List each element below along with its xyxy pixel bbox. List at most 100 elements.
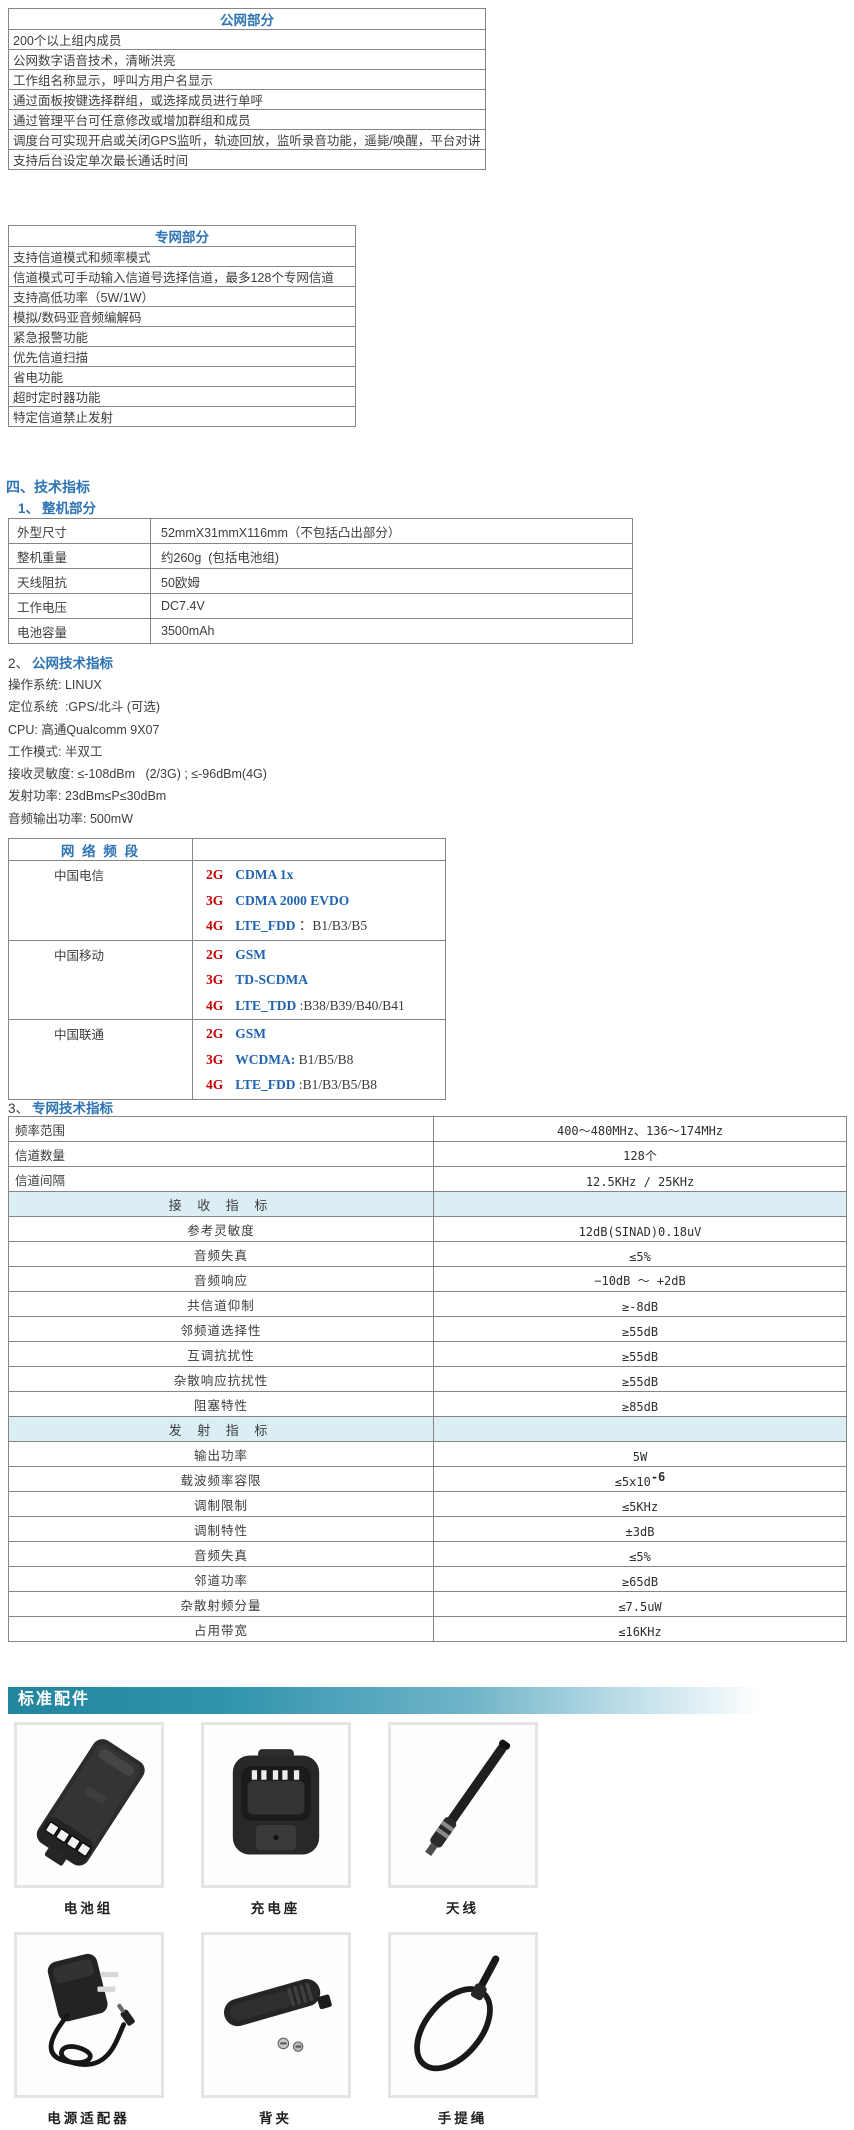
accessory-label: 电池组: [63, 1901, 114, 1916]
table-row: 超时定时器功能: [8, 386, 356, 407]
spec-value: ±3dB: [433, 1516, 847, 1542]
accessories-grid: 电池组 充电座: [0, 1722, 556, 2130]
feature-text: 工作组名称显示，呼叫方用户名显示: [8, 69, 486, 90]
spec-value: ≤16KHz: [433, 1616, 847, 1642]
spec-label: 占用带宽: [8, 1616, 434, 1642]
private-spec-table: 频率范围 400～480MHz、136～174MHz 信道数量 128个 信道间…: [8, 1116, 847, 1642]
spec-value: ≤5%: [433, 1541, 847, 1567]
accessory-charger: 充电座: [182, 1722, 369, 1916]
table-row: 通过管理平台可任意修改或增加群组和成员: [8, 109, 486, 130]
band-generation: 2G: [206, 1026, 224, 1041]
feature-text: 支持信道模式和频率模式: [8, 246, 356, 267]
spec-value: ≥55dB: [433, 1341, 847, 1367]
feature-text: 特定信道禁止发射: [8, 406, 356, 427]
feature-text: 模拟/数码亚音频编解码: [8, 306, 356, 327]
antenna-icon: [424, 1739, 510, 1856]
spec-value: ≤5KHz: [433, 1491, 847, 1517]
private-feature-rows: 支持信道模式和频率模式 信道模式可手动输入信道号选择信道，最多128个专网信道 …: [8, 246, 356, 427]
spec-value: ≥65dB: [433, 1566, 847, 1592]
spec-label: 邻频道选择性: [8, 1316, 434, 1342]
spec-value-text: 400～480MHz、136～174MHz: [556, 1124, 724, 1138]
public-feature-rows: 200个以上组内成员 公网数字语音技术，清晰洪亮 工作组名称显示，呼叫方用户名显…: [8, 29, 486, 170]
spec-value-text: ≤16KHz: [618, 1624, 662, 1639]
spec-label: 整机重量: [8, 543, 151, 569]
spec-row: 信道间隔 12.5KHz / 25KHz: [8, 1166, 847, 1192]
carrier-bands: 2G CDMA 1x 3G CDMA 2000 EVDO 4G LTE_FDD ：B1…: [192, 860, 446, 941]
accessory-card: [200, 1722, 351, 1888]
subheading-whole-unit: 1、 整机部分: [18, 497, 96, 517]
spec-value-text: ≤5%: [629, 1249, 651, 1264]
spec-label: 邻道功率: [8, 1566, 434, 1592]
feature-text: 超时定时器功能: [8, 386, 356, 407]
band-generation: 3G: [206, 892, 224, 908]
feature-text: 200个以上组内成员: [8, 29, 486, 50]
carrier-bands: 2G GSM 3G TD-SCDMA 4G LTE_TDD :B38/B39/B40/…: [192, 939, 446, 1020]
carrier-name: 中国联通: [8, 1019, 193, 1100]
band-technology: LTE_TDD: [235, 997, 297, 1013]
table-row: 电池容量 3500mAh: [8, 618, 633, 644]
battery-pack-icon: [36, 1739, 145, 1866]
spec-row: 互调抗扰性 ≥55dB: [8, 1341, 847, 1367]
feature-text: 支持高低功率（5W/1W）: [8, 286, 356, 307]
private-table-title: 专网部分: [8, 225, 356, 247]
spec-value: ≥55dB: [433, 1366, 847, 1392]
spec-value: ≤7.5uW: [433, 1591, 847, 1617]
spec-label: 共信道仰制: [8, 1291, 434, 1317]
subheading-title: 专网技术指标: [32, 1101, 114, 1116]
whole-unit-rows: 外型尺寸 52mmX31mmX116mm（不包括凸出部分） 整机重量 约260g…: [8, 518, 633, 644]
spec-value: 128个: [433, 1141, 847, 1167]
table-row: 天线阻抗 50欧姆: [8, 568, 633, 594]
spec-label: 频率范围: [8, 1116, 434, 1142]
table-row: 特定信道禁止发射: [8, 406, 356, 427]
spec-label: 调制特性: [8, 1516, 434, 1542]
spec-value-exponent: -6: [650, 1469, 666, 1484]
table-header-row: 专网部分: [8, 225, 356, 247]
table-row: 信道模式可手动输入信道号选择信道，最多128个专网信道: [8, 266, 356, 287]
band-technology: WCDMA:: [235, 1051, 296, 1067]
spec-value-text: ≥55dB: [621, 1324, 659, 1339]
accessory-card: [200, 1932, 351, 2098]
spec-value-text: 12.5KHz / 25KHz: [585, 1174, 695, 1189]
accessory-card: [387, 1722, 538, 1888]
spec-value-text: 5W: [632, 1449, 648, 1464]
spec-value: 约260g (包括电池组): [150, 543, 633, 569]
spec-value-text: ≥65dB: [621, 1574, 659, 1589]
tx-section-header: 发 射 指 标: [8, 1416, 847, 1442]
spec-label: 信道间隔: [8, 1166, 434, 1192]
spec-row: 参考灵敏度 12dB(SINAD)0.18uV: [8, 1216, 847, 1242]
accessory-label: 背夹: [259, 2111, 292, 2126]
band-line: 4G LTE_TDD :B38/B39/B40/B41: [206, 993, 445, 1019]
public-table-title: 公网部分: [8, 8, 486, 30]
table-row: 调度台可实现开启或关闭GPS监听，轨迹回放，监听录音功能，遥毙/唤醒，平台对讲: [8, 129, 486, 150]
public-network-feature-table: 公网部分 200个以上组内成员 公网数字语音技术，清晰洪亮 工作组名称显示，呼叫…: [8, 8, 486, 170]
spec-label: 互调抗扰性: [8, 1341, 434, 1367]
spec-line: 定位系统 :GPS/北斗 (可选): [8, 700, 161, 715]
empty-cell: [433, 1416, 847, 1442]
accessory-antenna: 天线: [369, 1722, 556, 1916]
band-detail: :B1/B3/B5/B8: [295, 1077, 377, 1092]
table-row: 紧急报警功能: [8, 326, 356, 347]
tx-spec-rows: 输出功率 5W 载波频率容限 ≤5x10-6 调制限制 ≤5KHz 调制特性 ±…: [8, 1441, 847, 1642]
band-detail: B1/B5/B8: [295, 1051, 354, 1067]
spec-value-text: ≥55dB: [621, 1374, 659, 1389]
network-bands-header-row: 网 络 频 段: [8, 838, 446, 861]
band-technology: GSM: [235, 1026, 267, 1041]
spec-line: 操作系统: LINUX: [8, 678, 102, 692]
accessories-banner: 标准配件: [8, 1687, 846, 1714]
band-line: 2G GSM: [206, 942, 445, 968]
network-bands-title: 网 络 频 段: [8, 838, 193, 861]
spec-value: ≤5%: [433, 1241, 847, 1267]
spec-line: CPU: 高通Qualcomm 9X07: [8, 722, 160, 737]
spec-label: 音频失真: [8, 1541, 434, 1567]
spec-value: ≥85dB: [433, 1391, 847, 1417]
spec-value: 5W: [433, 1441, 847, 1467]
spec-label: 工作电压: [8, 593, 151, 619]
band-technology: LTE_FDD: [235, 1077, 296, 1092]
subheading-number: 3、: [8, 1101, 30, 1116]
spec-value-text: 12dB(SINAD)0.18uV: [578, 1224, 702, 1239]
subheading-private-specs: 3、 专网技术指标: [8, 1097, 113, 1117]
table-row: 通过面板按键选择群组，或选择成员进行单呼: [8, 89, 486, 110]
table-row: 外型尺寸 52mmX31mmX116mm（不包括凸出部分）: [8, 518, 633, 544]
feature-text: 省电功能: [8, 366, 356, 387]
accessory-label: 天线: [446, 1901, 479, 1916]
